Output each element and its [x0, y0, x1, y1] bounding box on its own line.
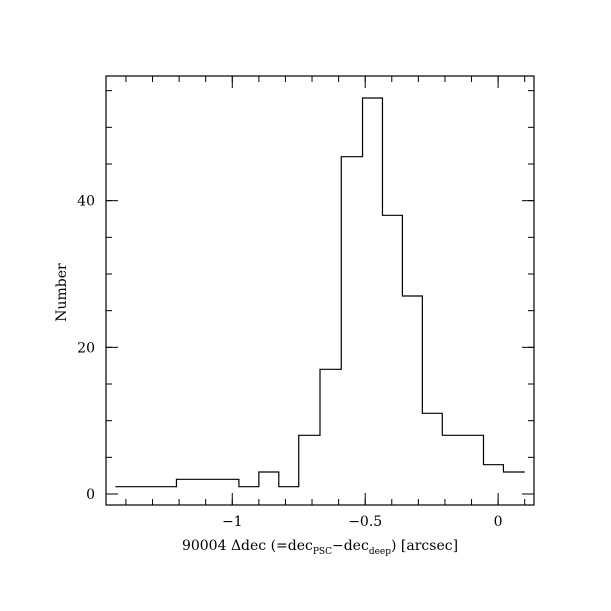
x-tick-label: 0 [494, 514, 503, 530]
tick-marks [106, 76, 534, 505]
y-axis-label: Number [54, 263, 70, 322]
plot-frame [105, 75, 535, 506]
y-tick-label: 40 [77, 194, 95, 210]
y-tick-label: 0 [86, 487, 95, 503]
x-tick-label: −1 [222, 514, 243, 530]
x-axis-label: 90004 Δdec (=decPSC−decdeep) [arcsec] [182, 538, 458, 557]
x-axis-label-sub2: deep [369, 547, 391, 557]
x-axis-label-sub1: PSC [313, 547, 332, 557]
tick-labels: −1 −0.5 0 0 20 40 [77, 194, 502, 530]
x-axis-label-prefix: 90004 Δdec (=dec [182, 538, 313, 554]
x-axis-label-suffix: ) [arcsec] [391, 538, 458, 554]
x-axis-label-middle: −dec [332, 538, 369, 554]
histogram-step-line [115, 97, 525, 488]
y-tick-label: 20 [77, 340, 95, 356]
x-tick-label: −0.5 [348, 514, 382, 530]
